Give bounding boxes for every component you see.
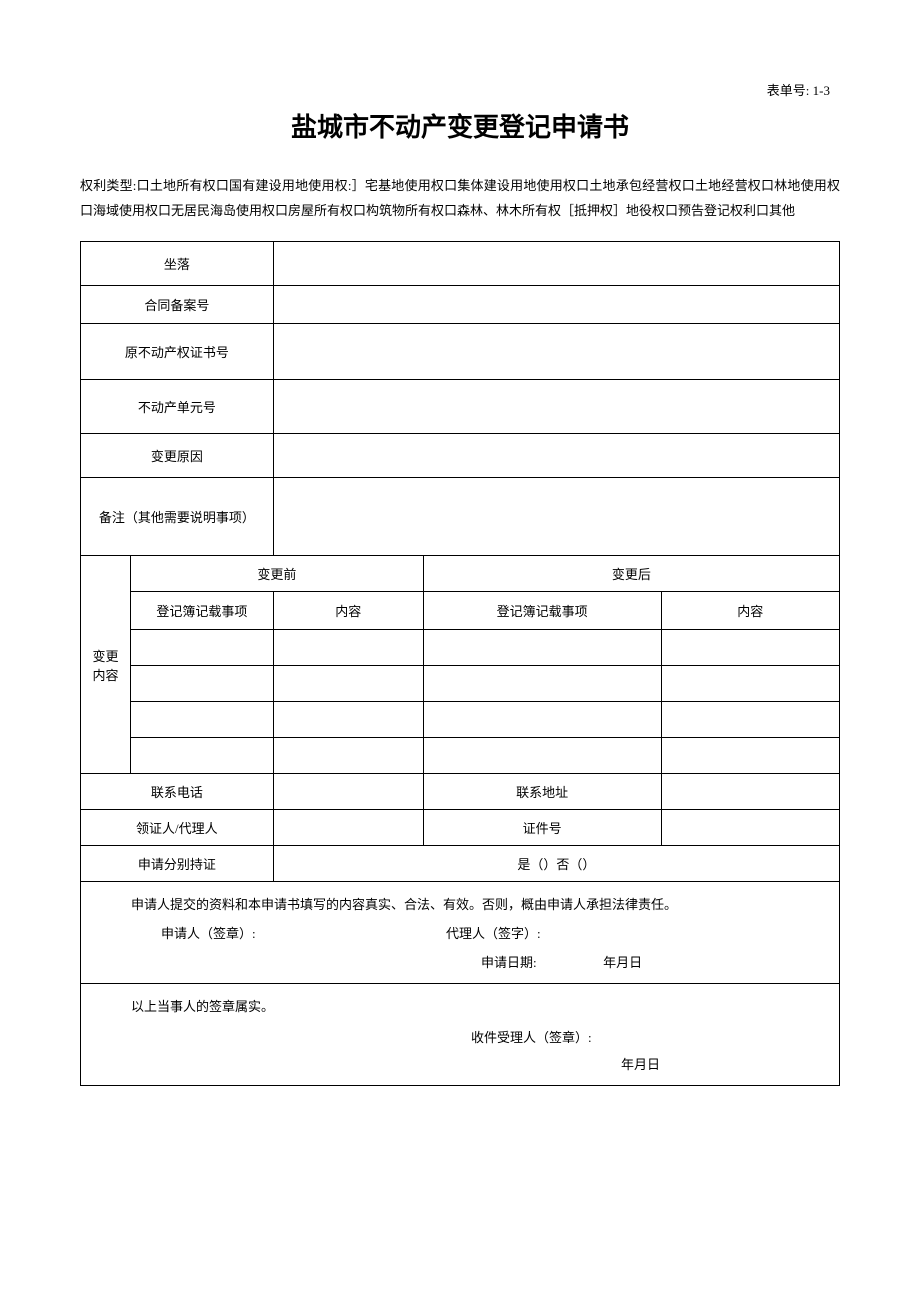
change-row-2-content-before[interactable] <box>273 666 423 702</box>
label-agent: 领证人/代理人 <box>81 810 274 846</box>
field-cert-no[interactable] <box>273 324 839 380</box>
label-separate-cert: 申请分别持证 <box>81 846 274 882</box>
label-contract-no: 合同备案号 <box>81 286 274 324</box>
header-register-item-after: 登记簿记载事项 <box>423 592 661 630</box>
label-change-reason: 变更原因 <box>81 434 274 478</box>
change-row-1-item-before[interactable] <box>131 630 274 666</box>
rights-type-options: 口土地所有权口国有建设用地使用权:］宅基地使用权口集体建设用地使用权口土地承包经… <box>80 178 840 218</box>
rights-type-label: 权利类型: <box>80 178 136 193</box>
form-number: 表单号: 1-3 <box>80 80 840 99</box>
change-row-3-item-before[interactable] <box>131 702 274 738</box>
label-phone: 联系电话 <box>81 774 274 810</box>
field-phone[interactable] <box>273 774 423 810</box>
header-after: 变更后 <box>423 556 839 592</box>
header-register-item-before: 登记簿记载事项 <box>131 592 274 630</box>
label-change-content: 变更内容 <box>81 556 131 774</box>
verify-block: 以上当事人的签章属实。 收件受理人（签章）: 年月日 <box>81 984 840 1086</box>
change-row-2-item-before[interactable] <box>131 666 274 702</box>
declaration-text: 申请人提交的资料和本申请书填写的内容真实、合法、有效。否则，概由申请人承担法律责… <box>111 894 809 913</box>
application-form-table: 坐落 合同备案号 原不动产权证书号 不动产单元号 变更原因 备注（其他需要说明事… <box>80 241 840 1086</box>
field-separate-cert[interactable]: 是（）否（） <box>273 846 839 882</box>
field-id-no[interactable] <box>661 810 839 846</box>
header-content-after: 内容 <box>661 592 839 630</box>
verify-date-format: 年月日 <box>111 1054 809 1073</box>
form-number-value: 1-3 <box>813 83 830 98</box>
field-contract-no[interactable] <box>273 286 839 324</box>
apply-date-format: 年月日 <box>603 955 642 970</box>
field-change-reason[interactable] <box>273 434 839 478</box>
change-row-4-content-after[interactable] <box>661 738 839 774</box>
apply-date-row: 申请日期: 年月日 <box>111 952 809 971</box>
change-row-1-content-after[interactable] <box>661 630 839 666</box>
agent-sign-label: 代理人（签字）: <box>446 923 809 942</box>
apply-date-label: 申请日期: <box>481 955 537 970</box>
change-row-3-content-before[interactable] <box>273 702 423 738</box>
change-row-2-content-after[interactable] <box>661 666 839 702</box>
declaration-block: 申请人提交的资料和本申请书填写的内容真实、合法、有效。否则，概由申请人承担法律责… <box>81 882 840 984</box>
change-row-3-item-after[interactable] <box>423 702 661 738</box>
label-remark: 备注（其他需要说明事项） <box>81 478 274 556</box>
field-agent[interactable] <box>273 810 423 846</box>
receiver-sign-label: 收件受理人（签章）: <box>111 1027 809 1046</box>
field-seat[interactable] <box>273 242 839 286</box>
change-row-2-item-after[interactable] <box>423 666 661 702</box>
field-remark[interactable] <box>273 478 839 556</box>
label-address: 联系地址 <box>423 774 661 810</box>
change-row-1-item-after[interactable] <box>423 630 661 666</box>
field-address[interactable] <box>661 774 839 810</box>
change-row-4-item-after[interactable] <box>423 738 661 774</box>
label-unit-no: 不动产单元号 <box>81 380 274 434</box>
rights-type-section: 权利类型:口土地所有权口国有建设用地使用权:］宅基地使用权口集体建设用地使用权口… <box>80 174 840 223</box>
label-cert-no: 原不动产权证书号 <box>81 324 274 380</box>
change-row-4-content-before[interactable] <box>273 738 423 774</box>
header-before: 变更前 <box>131 556 424 592</box>
change-row-3-content-after[interactable] <box>661 702 839 738</box>
change-row-1-content-before[interactable] <box>273 630 423 666</box>
change-row-4-item-before[interactable] <box>131 738 274 774</box>
label-id-no: 证件号 <box>423 810 661 846</box>
page-title: 盐城市不动产变更登记申请书 <box>80 107 840 144</box>
form-number-label: 表单号: <box>767 83 810 98</box>
header-content-before: 内容 <box>273 592 423 630</box>
verify-text: 以上当事人的签章属实。 <box>111 996 809 1015</box>
field-unit-no[interactable] <box>273 380 839 434</box>
label-seat: 坐落 <box>81 242 274 286</box>
applicant-sign-label: 申请人（签章）: <box>111 923 446 942</box>
